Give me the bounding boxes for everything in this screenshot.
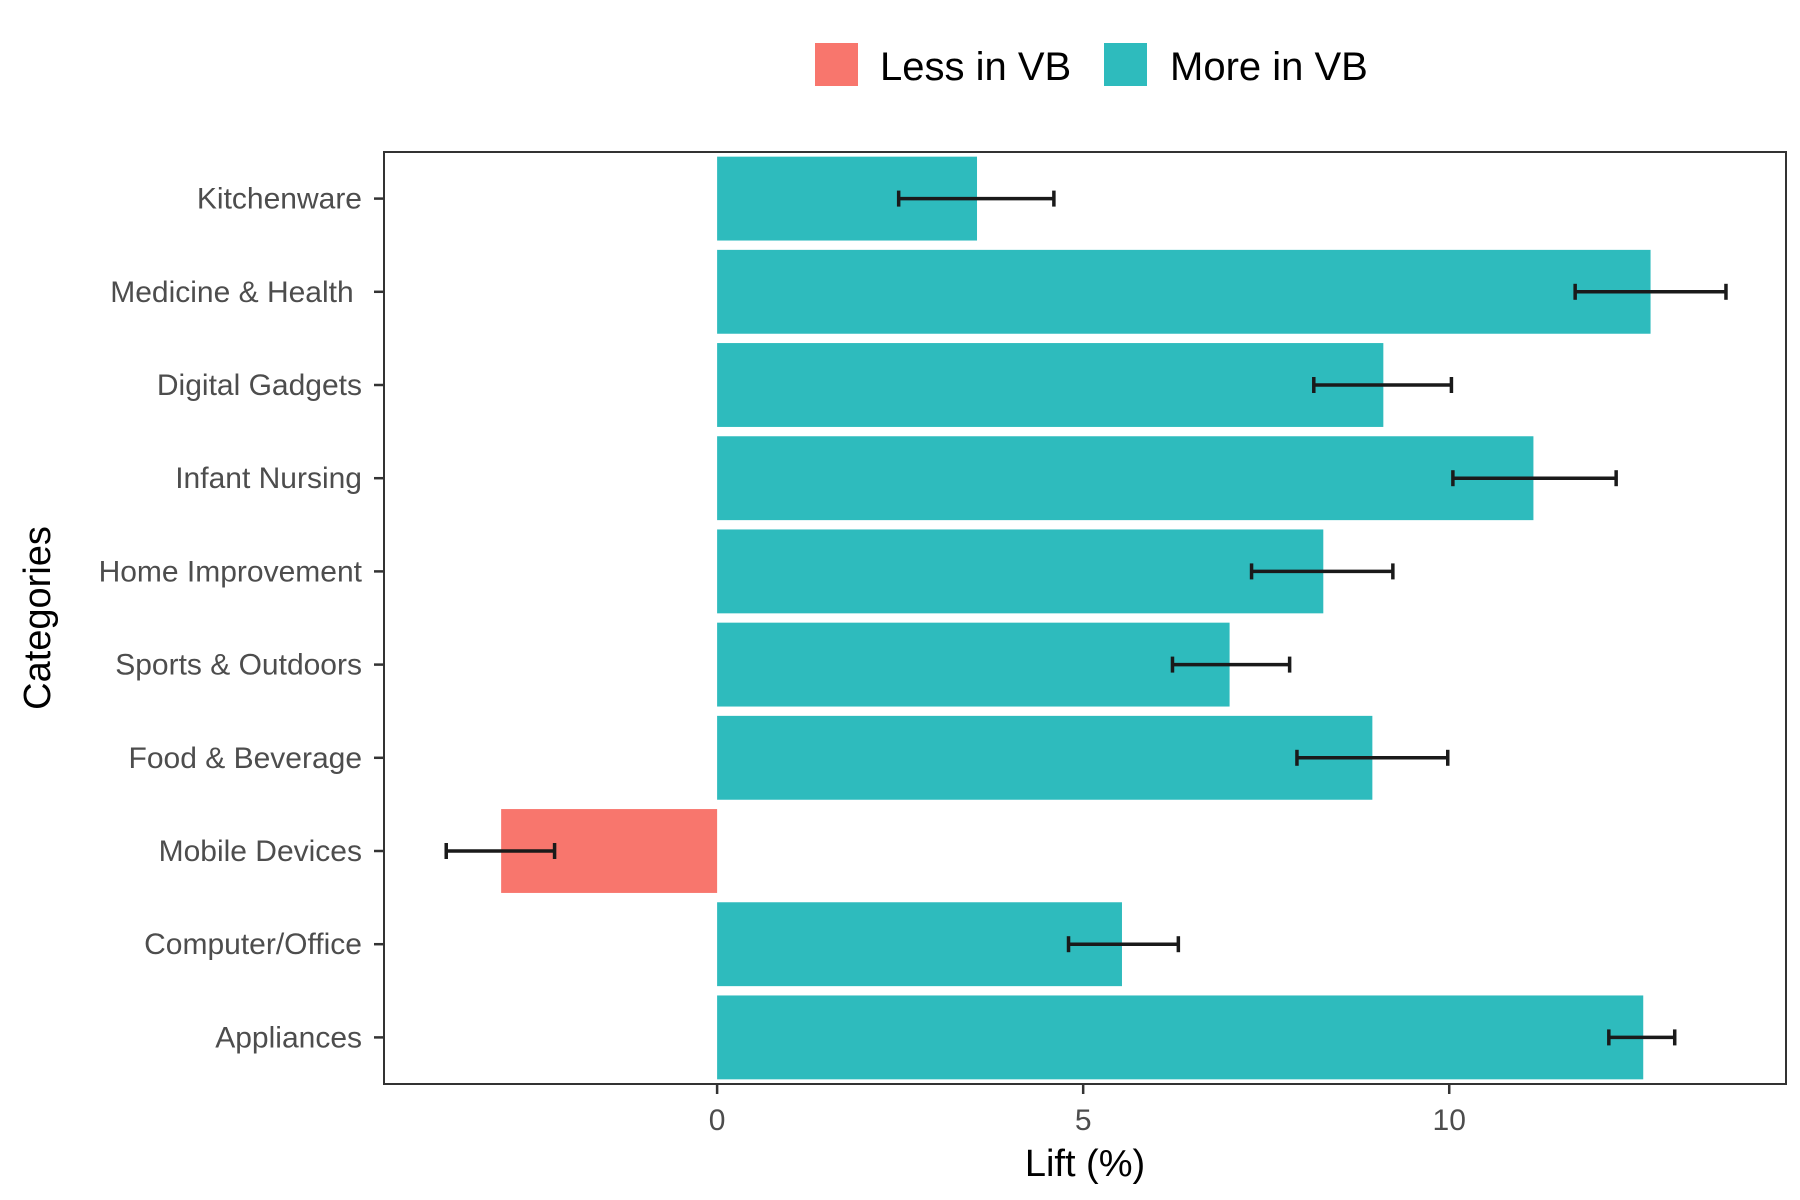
x-axis-title: Lift (%) <box>1025 1143 1145 1185</box>
y-axis: Kitchenware Medicine & Health Digital Gad… <box>99 183 384 1054</box>
x-axis: 0 5 10 <box>709 1084 1466 1137</box>
y-tick-label-mobile-devices: Mobile Devices <box>159 835 362 868</box>
plot-panel-border <box>383 151 1787 1085</box>
legend-swatch-more-in-vb <box>1104 43 1147 86</box>
error-bar-food-beverage <box>1295 749 1450 766</box>
legend-label-more-in-vb: More in VB <box>1170 45 1368 89</box>
y-tick-label-appliances: Appliances <box>215 1021 362 1054</box>
bar-appliances <box>717 995 1644 1080</box>
x-tick-label-5: 5 <box>1075 1104 1092 1137</box>
legend-label-less-in-vb: Less in VB <box>880 45 1071 89</box>
error-bar-appliances <box>1607 1029 1677 1046</box>
x-tick-label-10: 10 <box>1433 1104 1466 1137</box>
bar-sports-outdoors <box>717 622 1230 707</box>
error-bar-home-improvement <box>1249 563 1395 580</box>
bars <box>501 156 1651 1080</box>
x-tick-label-0: 0 <box>709 1104 726 1137</box>
error-bar-infant-nursing <box>1451 470 1618 487</box>
bar-infant-nursing <box>717 436 1534 521</box>
y-axis-title: Categories <box>17 526 59 710</box>
error-bar-mobile-devices <box>444 843 557 859</box>
error-bar-kitchenware <box>896 190 1056 207</box>
error-bar-sports-outdoors <box>1170 656 1292 673</box>
bar-computer-office <box>717 902 1122 987</box>
y-tick-label-computer-office: Computer/Office <box>144 928 362 961</box>
error-bar-computer-office <box>1066 936 1181 953</box>
error-bar-digital-gadgets <box>1312 377 1454 393</box>
error-bars <box>444 190 1728 1046</box>
bar-medicine-health <box>717 249 1651 334</box>
error-bar-medicine-health <box>1573 283 1728 300</box>
y-tick-label-medicine-health: Medicine & Health <box>110 276 362 309</box>
y-tick-label-home-improvement: Home Improvement <box>99 555 363 588</box>
y-tick-label-kitchenware: Kitchenware <box>197 183 362 216</box>
legend: Less in VB More in VB <box>815 43 1368 89</box>
bar-digital-gadgets <box>717 343 1384 427</box>
legend-swatch-less-in-vb <box>815 43 858 86</box>
y-tick-label-food-beverage: Food & Beverage <box>129 742 362 775</box>
y-tick-label-sports-outdoors: Sports & Outdoors <box>115 649 362 682</box>
y-tick-label-digital-gadgets: Digital Gadgets <box>157 369 362 402</box>
y-tick-label-infant-nursing: Infant Nursing <box>175 462 362 495</box>
bar-home-improvement <box>717 529 1324 614</box>
bar-food-beverage <box>717 715 1373 800</box>
